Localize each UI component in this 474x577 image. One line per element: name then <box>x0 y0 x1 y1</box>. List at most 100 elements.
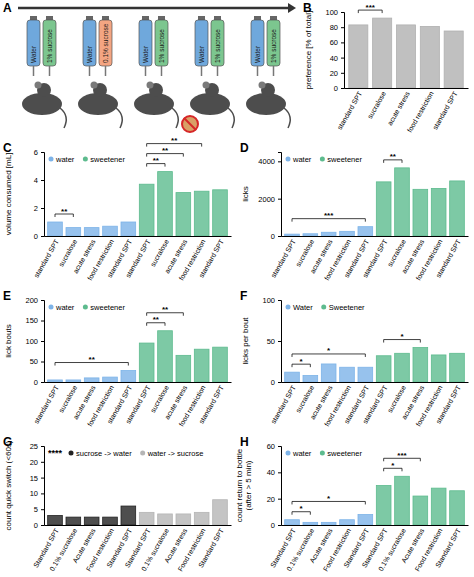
legend-item: water <box>49 155 75 164</box>
y-tick: 40 <box>330 54 344 63</box>
no-food-slash <box>184 118 196 130</box>
y-axis-line <box>41 447 45 526</box>
bar <box>340 231 355 236</box>
panel-letter: E <box>3 289 11 303</box>
y-tick-mark <box>278 341 281 342</box>
legend-item: sucrose -> water <box>69 449 133 458</box>
legend-marker <box>286 157 291 162</box>
bar <box>321 522 336 525</box>
y-tick-mark <box>41 509 44 510</box>
y-tick: 0 <box>334 84 344 93</box>
bar <box>158 514 173 525</box>
y-tick-mark <box>341 42 344 43</box>
legend-label: water <box>55 155 75 164</box>
x-tick-label: standard SPT <box>33 238 61 279</box>
x-tick: standard SPT <box>435 384 463 425</box>
bar <box>285 520 300 525</box>
y-tick-label: 2 <box>34 204 38 213</box>
y-tick-label: 40 <box>330 54 338 63</box>
bar <box>194 512 209 525</box>
x-tick-label: standard SPT <box>124 384 152 425</box>
y-tick-label: 10 <box>30 489 38 498</box>
y-tick-mark <box>41 362 44 363</box>
y-tick-mark <box>341 88 344 89</box>
y-tick-label: 6 <box>34 148 38 157</box>
bottle-spout <box>49 66 51 76</box>
x-tick: standard SPT <box>361 384 389 425</box>
y-tick-label: 0 <box>271 378 275 387</box>
legend-marker <box>83 305 88 310</box>
y-axis: 020004000 <box>258 153 281 241</box>
x-tick: standard SPT <box>270 384 298 425</box>
bar <box>349 25 368 88</box>
mouse-ear <box>203 82 210 89</box>
x-axis: standard SPTsucraloseacute stressfood re… <box>270 383 469 428</box>
y-tick-mark <box>41 180 44 181</box>
mouse-tail <box>116 108 122 128</box>
timeline <box>18 7 288 10</box>
bottle-spout <box>257 66 259 76</box>
legend: sucrose -> water water -> sucrose <box>69 449 204 458</box>
bottle <box>267 20 280 66</box>
bottle-spout <box>161 66 163 76</box>
legend-label: water <box>292 449 312 458</box>
y-tick-mark <box>41 493 44 494</box>
y-axis: 0204060 <box>267 442 282 530</box>
y-tick: 0 <box>271 378 281 387</box>
annotation: * <box>300 357 304 366</box>
bottle <box>139 20 152 66</box>
bars <box>285 348 465 382</box>
bars <box>48 172 228 236</box>
x-axis: standard SPTsucraloseacute stressfood re… <box>270 237 469 282</box>
bottle-label: 1% sucrose <box>46 29 53 63</box>
x-tick: Standard SPT <box>434 527 462 569</box>
y-axis: 0246 <box>34 148 45 241</box>
bar <box>84 378 99 382</box>
mouse-ear <box>35 82 42 89</box>
annotation: *** <box>366 3 376 12</box>
bottle-label: Water <box>142 45 149 63</box>
x-tick: standard SPT <box>198 384 226 425</box>
legend-label: Water <box>293 303 313 312</box>
x-axis: standard SPTsucraloseacute stressfood re… <box>33 237 232 282</box>
cage: Water 1% sucrose <box>22 16 66 128</box>
y-axis-title: count return to bottle(after > 5 min) <box>235 448 253 522</box>
legend-marker <box>49 157 54 162</box>
bar <box>376 486 391 526</box>
x-tick-label: acute stress <box>386 90 411 127</box>
legend-marker <box>286 305 291 310</box>
legend-marker <box>49 305 54 310</box>
bars <box>285 168 465 236</box>
legend-label: water <box>292 155 312 164</box>
x-tick-label: 0.1% sucralose <box>377 527 407 572</box>
cage: Water1% sucrose <box>134 16 178 128</box>
panel-a: AWater1% sucroseWater0.1% sucroseWater1%… <box>3 1 296 132</box>
panel: E050100150200standard SPTsucraloseacute … <box>3 289 232 427</box>
legend-item: sweetener <box>320 449 363 458</box>
y-tick-label: 4000 <box>258 157 275 166</box>
bar <box>48 380 63 382</box>
bar <box>376 182 391 236</box>
cage: Water0.1% sucrose <box>78 16 122 128</box>
bar <box>194 349 209 382</box>
x-tick-label: 0.1% sucralose <box>285 527 315 572</box>
y-tick: 4000 <box>258 157 281 166</box>
legend-label: sweetener <box>327 155 362 164</box>
bar <box>213 190 228 236</box>
bottle-label: Water <box>30 45 37 63</box>
bottle-label: 1% sucrose <box>214 29 221 63</box>
x-tick: standard SPT <box>33 238 61 279</box>
bar <box>48 222 63 236</box>
bottle <box>251 20 264 66</box>
bar <box>420 26 439 88</box>
bar <box>285 372 300 382</box>
x-tick: standard SPT <box>270 238 298 279</box>
y-tick: 0 <box>34 521 44 530</box>
legend-item: water <box>49 303 75 312</box>
legend-label: water -> sucrose <box>147 449 204 458</box>
legend-item: water <box>286 449 312 458</box>
x-tick-label: standard SPT <box>361 238 389 279</box>
bar <box>139 184 154 236</box>
y-tick: 50 <box>30 357 44 366</box>
y-tick-mark <box>41 462 44 463</box>
